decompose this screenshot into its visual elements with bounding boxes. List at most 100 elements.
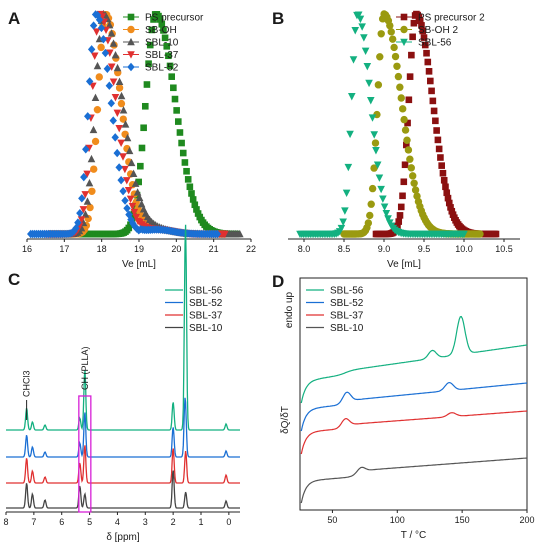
data-point	[448, 207, 456, 215]
data-point	[90, 165, 98, 173]
data-point	[437, 154, 444, 161]
legend-label: SB-OH	[145, 25, 177, 36]
data-point	[419, 27, 427, 35]
data-point	[394, 72, 403, 81]
data-point	[89, 82, 97, 91]
data-point	[429, 97, 437, 105]
data-point	[165, 52, 172, 60]
data-point	[113, 148, 121, 158]
data-point	[403, 136, 411, 144]
data-point	[363, 63, 372, 71]
thermogram-sbl-10	[300, 457, 528, 504]
legend-label: SBL-56	[330, 286, 364, 297]
data-point	[161, 34, 169, 42]
legend-label: SBL-56	[418, 38, 452, 49]
data-point	[111, 93, 120, 102]
x-tick-label: 8.0	[298, 244, 311, 254]
data-point	[132, 213, 141, 222]
data-point	[78, 194, 86, 203]
thermogram-sbl-37	[300, 410, 528, 455]
x-axis-label: Ve [mL]	[122, 259, 156, 270]
data-point	[103, 64, 112, 73]
data-point	[395, 218, 403, 225]
data-point	[375, 174, 384, 182]
data-point	[445, 199, 453, 207]
data-point	[83, 170, 91, 179]
data-point	[174, 118, 182, 125]
data-point	[121, 165, 129, 174]
data-point	[399, 192, 406, 200]
data-point	[409, 33, 416, 41]
data-point	[390, 43, 398, 52]
data-point	[145, 60, 152, 67]
data-point	[409, 172, 417, 180]
spectrum-sbl-37	[6, 445, 240, 484]
data-point	[80, 172, 88, 182]
data-point	[365, 79, 373, 88]
x-axis-label: T / °C	[401, 530, 426, 541]
data-point	[396, 83, 404, 91]
data-point	[109, 78, 118, 86]
legend-marker	[400, 38, 408, 47]
data-point	[77, 216, 86, 224]
data-point	[91, 137, 100, 146]
data-point	[420, 34, 428, 41]
data-point	[125, 146, 134, 155]
data-point	[361, 47, 370, 56]
x-tick-label: 2	[171, 517, 176, 527]
x-tick-label: 3	[143, 517, 148, 527]
legend-label: PS precursor 2	[418, 13, 485, 24]
data-point	[81, 191, 90, 199]
data-point	[411, 186, 420, 194]
data-point	[370, 164, 378, 172]
x-tick-label: 22	[246, 244, 256, 254]
spectrum-sbl-56	[6, 224, 240, 431]
data-point	[440, 176, 448, 184]
legend-label: SBL-10	[189, 323, 223, 334]
data-point	[74, 218, 82, 227]
legend-label: SBL-37	[145, 50, 179, 61]
data-point	[176, 129, 184, 136]
data-point	[391, 52, 400, 61]
data-point	[97, 43, 105, 52]
x-tick-label: 6	[59, 517, 64, 527]
data-point	[101, 48, 110, 58]
data-point	[354, 11, 363, 19]
data-point	[115, 163, 123, 172]
data-point	[137, 162, 144, 170]
legend-label: PS precursor	[145, 13, 204, 24]
data-point	[189, 196, 197, 203]
data-point	[444, 194, 452, 202]
data-point	[358, 23, 366, 31]
x-tick-label: 8	[3, 517, 8, 527]
data-point	[405, 96, 413, 104]
data-point	[115, 77, 124, 86]
data-point	[382, 210, 391, 218]
data-point	[84, 112, 92, 121]
data-point	[366, 97, 375, 105]
data-point	[351, 27, 360, 35]
data-point	[418, 22, 425, 29]
data-point	[117, 99, 126, 108]
data-point	[126, 195, 135, 203]
data-point	[372, 147, 380, 155]
data-point	[406, 73, 414, 80]
data-point	[423, 49, 430, 57]
data-point	[131, 222, 139, 231]
data-point	[387, 28, 395, 36]
data-point	[111, 51, 120, 59]
data-point	[121, 196, 129, 205]
endo-up-note: endo up	[284, 291, 295, 328]
data-point	[393, 62, 401, 71]
x-tick-label: 150	[455, 515, 470, 525]
data-point	[85, 144, 93, 153]
data-point	[90, 52, 99, 60]
data-point	[179, 149, 187, 157]
data-point	[388, 35, 397, 43]
data-point	[183, 167, 190, 175]
data-point	[135, 178, 142, 186]
data-point	[107, 98, 115, 108]
data-point	[396, 212, 404, 219]
